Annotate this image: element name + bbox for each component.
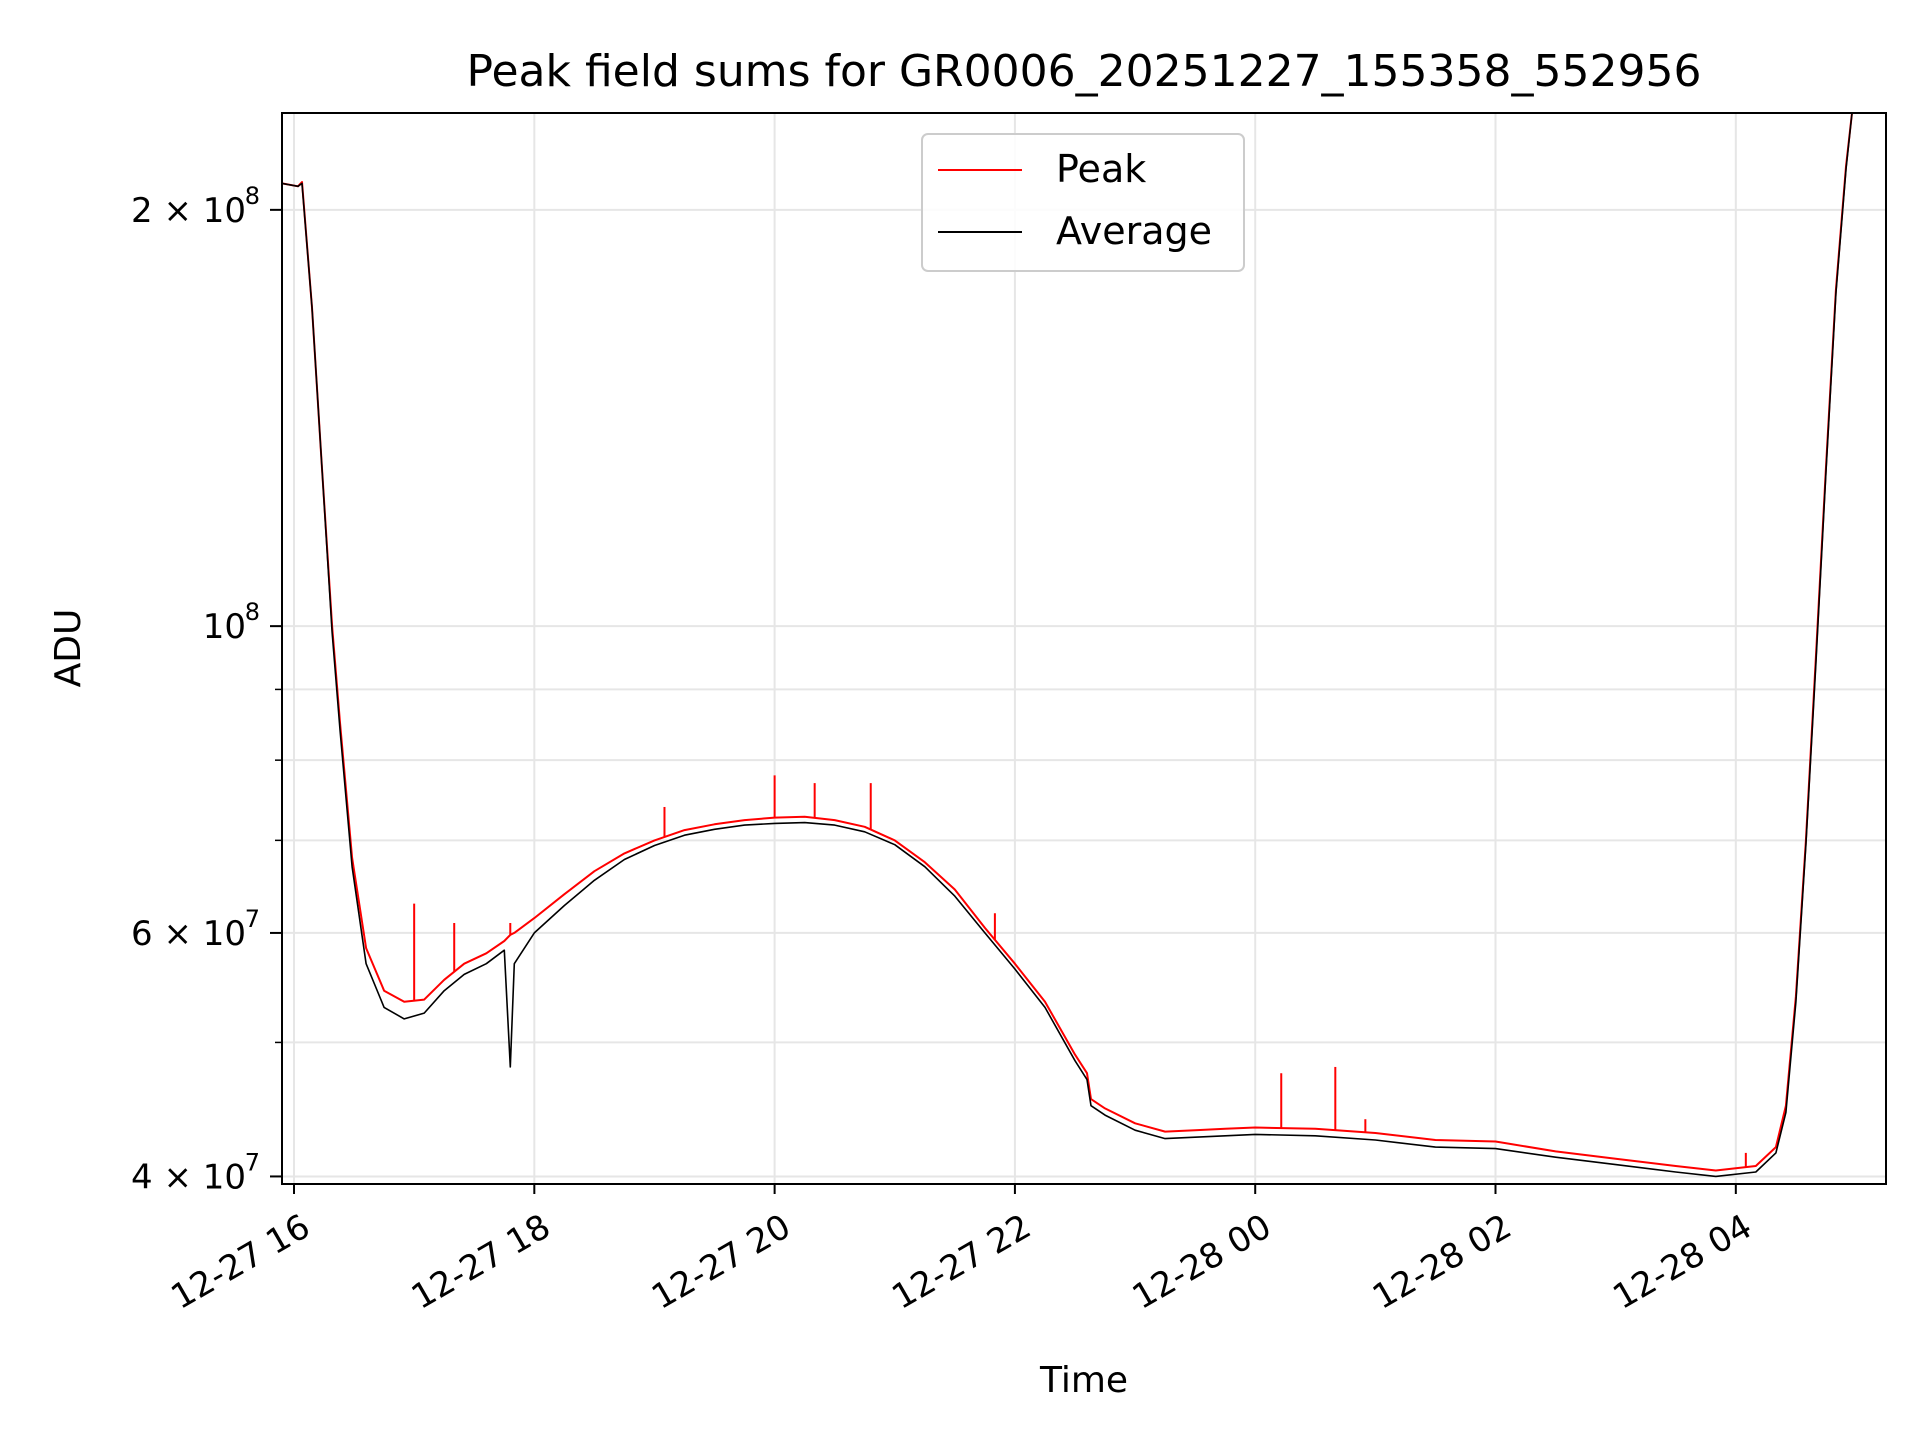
- y-tick-label: 6 × 10: [131, 914, 246, 954]
- x-tick-label: 12-27 16: [165, 1207, 317, 1318]
- legend-label-average: Average: [1056, 209, 1212, 253]
- x-tick-label: 12-28 02: [1366, 1207, 1518, 1318]
- x-tick-label: 12-28 04: [1606, 1207, 1758, 1318]
- legend-box: [921, 133, 1245, 272]
- x-axis: 12-27 16 12-27 18 12-27 20 12-27 22 12-28 00…: [165, 1184, 1759, 1318]
- series-line-peak: [282, 113, 1853, 1172]
- y-tick-exponent: 7: [245, 1148, 260, 1176]
- y-tick-exponent: 8: [245, 182, 260, 210]
- x-tick-label: 12-27 20: [645, 1207, 797, 1318]
- y-axis-label: ADU: [48, 609, 89, 688]
- y-tick-label: 10: [203, 607, 246, 647]
- x-tick-label: 12-28 00: [1126, 1207, 1278, 1318]
- x-axis-label: Time: [1039, 1360, 1128, 1401]
- x-tick-label: 12-27 18: [405, 1207, 557, 1318]
- plot-series: [282, 113, 1853, 1178]
- y-tick-exponent: 7: [245, 905, 260, 933]
- y-tick-label: 4 × 10: [131, 1157, 246, 1197]
- y-tick-exponent: 8: [245, 598, 260, 626]
- x-tick-label: 12-27 22: [885, 1207, 1037, 1318]
- legend: Peak Average: [921, 133, 1245, 272]
- grid-lines: [282, 113, 1886, 1184]
- y-tick-label: 2 × 10: [131, 191, 246, 231]
- plot-frame: [281, 112, 1887, 1185]
- legend-label-peak: Peak: [1056, 147, 1146, 191]
- chart-title: Peak field sums for GR0006_20251227_1553…: [467, 46, 1702, 97]
- series-line-average: [282, 113, 1853, 1178]
